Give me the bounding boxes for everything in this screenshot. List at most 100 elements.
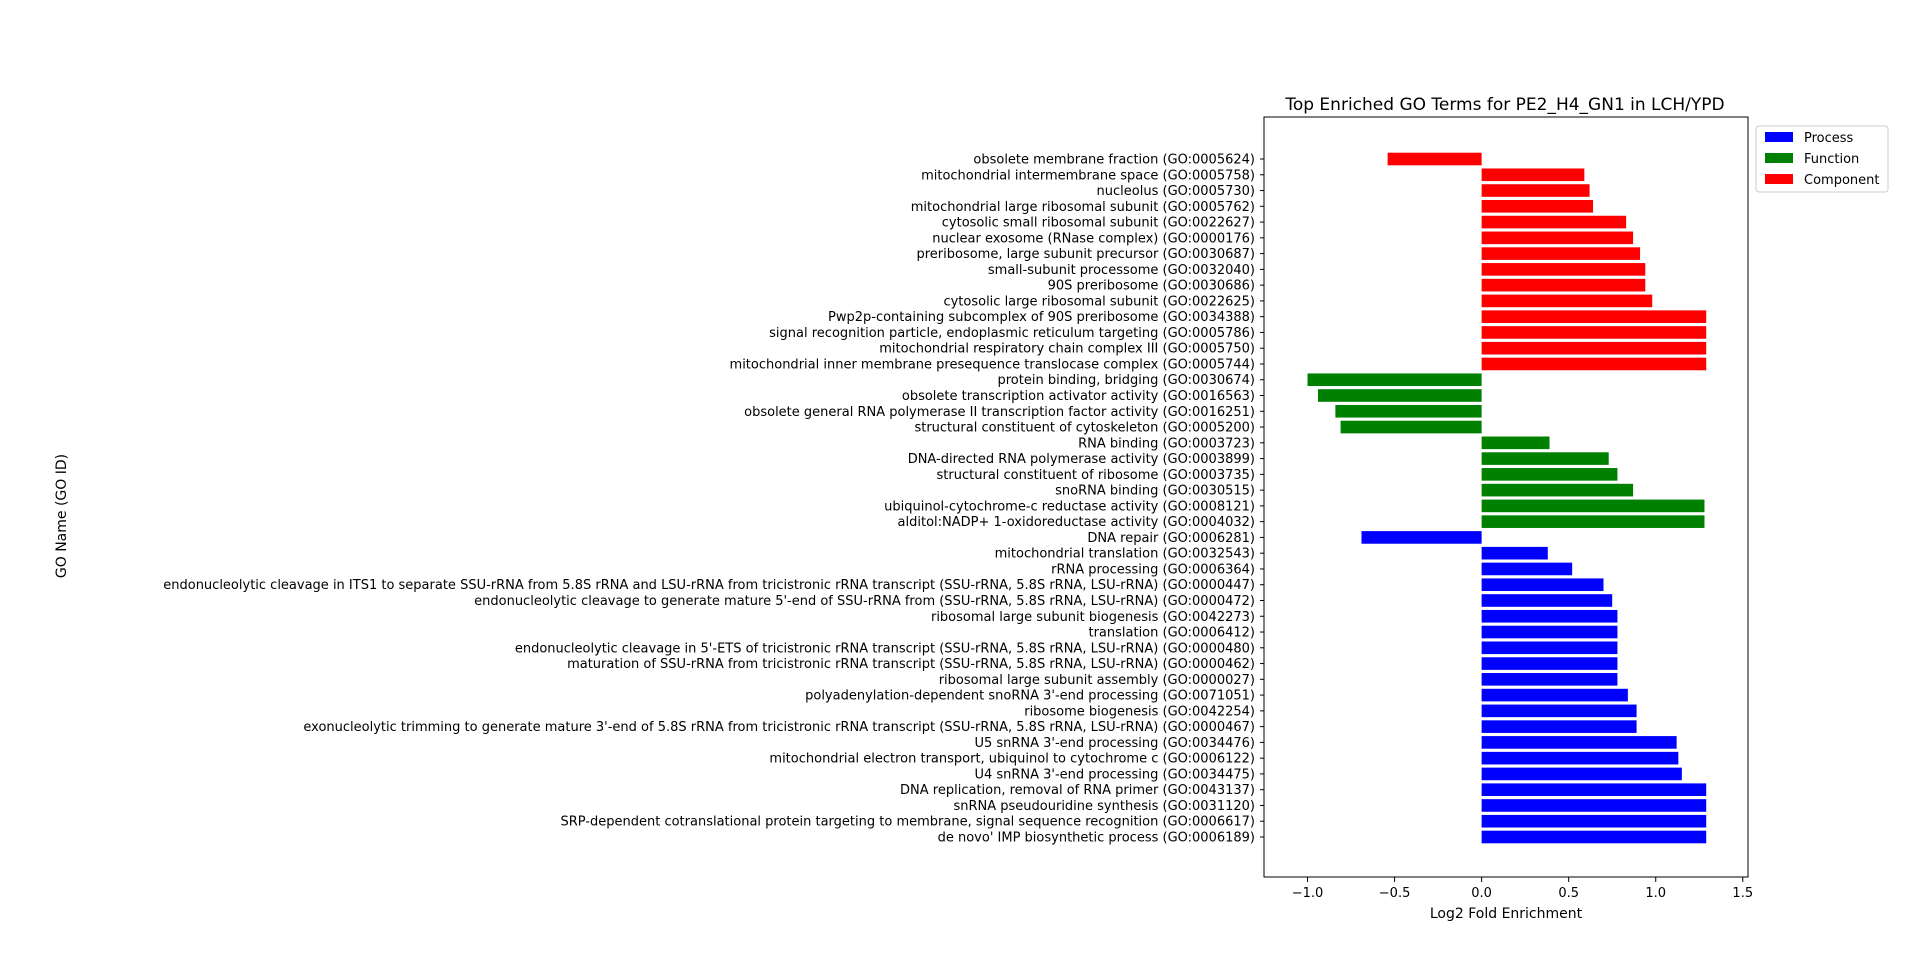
- y-tick-label: mitochondrial intermembrane space (GO:00…: [921, 168, 1255, 183]
- bar-process: [1481, 688, 1628, 702]
- y-tick-label: snoRNA binding (GO:0030515): [1055, 484, 1255, 499]
- bar-process: [1481, 594, 1613, 607]
- y-tick-label: ubiquinol-cytochrome-c reductase activit…: [884, 499, 1255, 514]
- bar-component: [1387, 152, 1482, 166]
- bar-component: [1481, 278, 1646, 292]
- y-tick-label: RNA binding (GO:0003723): [1078, 436, 1255, 451]
- y-tick-label: alditol:NADP+ 1-oxidoreductase activity …: [898, 515, 1255, 530]
- x-tick-label: 1.5: [1732, 886, 1753, 901]
- bar-component: [1481, 247, 1641, 260]
- y-tick-label: structural constituent of cytoskeleton (…: [914, 421, 1255, 436]
- y-tick-label: ribosomal large subunit assembly (GO:000…: [939, 673, 1255, 688]
- y-tick-label: translation (GO:0006412): [1088, 626, 1255, 641]
- bar-function: [1481, 436, 1550, 450]
- bar-process: [1481, 625, 1618, 639]
- bar-process: [1481, 609, 1618, 623]
- y-tick-label: obsolete general RNA polymerase II trans…: [744, 405, 1255, 420]
- bar-process: [1481, 814, 1707, 828]
- bar-component: [1481, 184, 1590, 197]
- y-tick-label: mitochondrial translation (GO:0032543): [995, 547, 1255, 562]
- y-tick-label: DNA repair (GO:0006281): [1087, 531, 1255, 546]
- y-tick-label: obsolete transcription activator activit…: [902, 389, 1255, 404]
- y-tick-labels: de novo' IMP biosynthetic process (GO:00…: [163, 153, 1264, 846]
- y-tick-label: exonucleolytic trimming to generate matu…: [303, 720, 1255, 735]
- bar-function: [1340, 420, 1482, 434]
- bar-process: [1481, 830, 1707, 844]
- bar-process: [1481, 767, 1682, 781]
- y-tick-label: ribosomal large subunit biogenesis (GO:0…: [931, 610, 1255, 625]
- bar-process: [1481, 641, 1618, 655]
- y-tick-label: endonucleolytic cleavage in 5'-ETS of tr…: [515, 641, 1255, 656]
- bar-function: [1481, 452, 1609, 465]
- y-tick-label: de novo' IMP biosynthetic process (GO:00…: [938, 831, 1255, 846]
- bar-process: [1481, 799, 1707, 812]
- y-tick-label: Pwp2p-containing subcomplex of 90S preri…: [828, 310, 1255, 325]
- chart-title: Top Enriched GO Terms for PE2_H4_GN1 in …: [1284, 95, 1724, 115]
- y-tick-label: U5 snRNA 3'-end processing (GO:0034476): [974, 736, 1255, 751]
- y-tick-label: small-subunit processome (GO:0032040): [988, 263, 1255, 278]
- bar-process: [1481, 751, 1679, 765]
- y-tick-label: signal recognition particle, endoplasmic…: [769, 326, 1255, 341]
- y-tick-label: 90S preribosome (GO:0030686): [1048, 279, 1255, 294]
- y-tick-label: DNA-directed RNA polymerase activity (GO…: [908, 452, 1255, 467]
- y-tick-label: SRP-dependent cotranslational protein ta…: [560, 815, 1255, 830]
- bar-function: [1481, 468, 1618, 481]
- y-tick-label: snRNA pseudouridine synthesis (GO:003112…: [953, 799, 1255, 814]
- y-tick-label: polyadenylation-dependent snoRNA 3'-end …: [805, 689, 1255, 704]
- x-tick-label: 0.0: [1471, 886, 1492, 901]
- bar-component: [1481, 341, 1707, 355]
- bar-process: [1481, 562, 1573, 576]
- y-axis-label: GO Name (GO ID): [54, 454, 70, 578]
- y-tick-label: structural constituent of ribosome (GO:0…: [937, 468, 1255, 483]
- y-tick-label: mitochondrial inner membrane presequence…: [730, 357, 1255, 372]
- legend-swatch-component: [1765, 174, 1793, 184]
- bar-component: [1481, 263, 1646, 276]
- bar-process: [1481, 578, 1604, 592]
- y-tick-label: mitochondrial electron transport, ubiqui…: [769, 752, 1255, 767]
- y-tick-label: rRNA processing (GO:0006364): [1051, 562, 1255, 577]
- bar-function: [1307, 373, 1482, 387]
- bar-process: [1481, 720, 1637, 733]
- x-tick-label: 0.5: [1558, 886, 1579, 901]
- bar-function: [1481, 515, 1705, 528]
- bar-function: [1481, 483, 1634, 497]
- legend-swatch-process: [1765, 132, 1793, 142]
- x-axis-label: Log2 Fold Enrichment: [1430, 906, 1583, 922]
- plot-frame: [1263, 116, 1749, 878]
- bar-process: [1481, 704, 1637, 718]
- y-tick-label: ribosome biogenesis (GO:0042254): [1024, 704, 1255, 719]
- y-tick-label: endonucleolytic cleavage to generate mat…: [474, 594, 1255, 609]
- x-tick-label: 1.0: [1645, 886, 1666, 901]
- y-tick-label: maturation of SSU-rRNA from tricistronic…: [567, 657, 1255, 672]
- y-tick-label: cytosolic small ribosomal subunit (GO:00…: [942, 216, 1255, 231]
- bar-process: [1481, 736, 1677, 749]
- legend-label-function: Function: [1804, 152, 1859, 167]
- y-tick-label: U4 snRNA 3'-end processing (GO:0034475): [974, 767, 1255, 782]
- bar-component: [1481, 294, 1653, 308]
- bar-component: [1481, 326, 1707, 339]
- y-tick-label: mitochondrial respiratory chain complex …: [879, 342, 1255, 357]
- bars-group: [1307, 152, 1707, 844]
- bar-process: [1361, 531, 1482, 544]
- bar-component: [1481, 310, 1707, 323]
- legend-label-process: Process: [1804, 131, 1854, 146]
- y-tick-label: endonucleolytic cleavage in ITS1 to sepa…: [163, 578, 1255, 593]
- x-tick-label: −1.0: [1292, 886, 1324, 901]
- y-tick-label: obsolete membrane fraction (GO:0005624): [973, 153, 1255, 168]
- bar-process: [1481, 783, 1707, 797]
- bar-process: [1481, 673, 1618, 686]
- y-tick-label: nucleolus (GO:0005730): [1097, 184, 1255, 199]
- bar-process: [1481, 546, 1548, 560]
- y-tick-label: nuclear exosome (RNase complex) (GO:0000…: [932, 231, 1255, 246]
- x-ticks: −1.0 −0.5 0.0 0.5 1.0 1.5: [1292, 877, 1753, 901]
- y-tick-label: DNA replication, removal of RNA primer (…: [900, 783, 1255, 798]
- bar-component: [1481, 357, 1707, 371]
- bar-component: [1481, 215, 1627, 229]
- bar-component: [1481, 168, 1585, 182]
- legend-label-component: Component: [1804, 173, 1879, 188]
- bar-function: [1335, 404, 1482, 418]
- y-tick-label: preribosome, large subunit precursor (GO…: [916, 247, 1255, 262]
- y-tick-label: mitochondrial large ribosomal subunit (G…: [911, 200, 1255, 215]
- bar-component: [1481, 199, 1594, 213]
